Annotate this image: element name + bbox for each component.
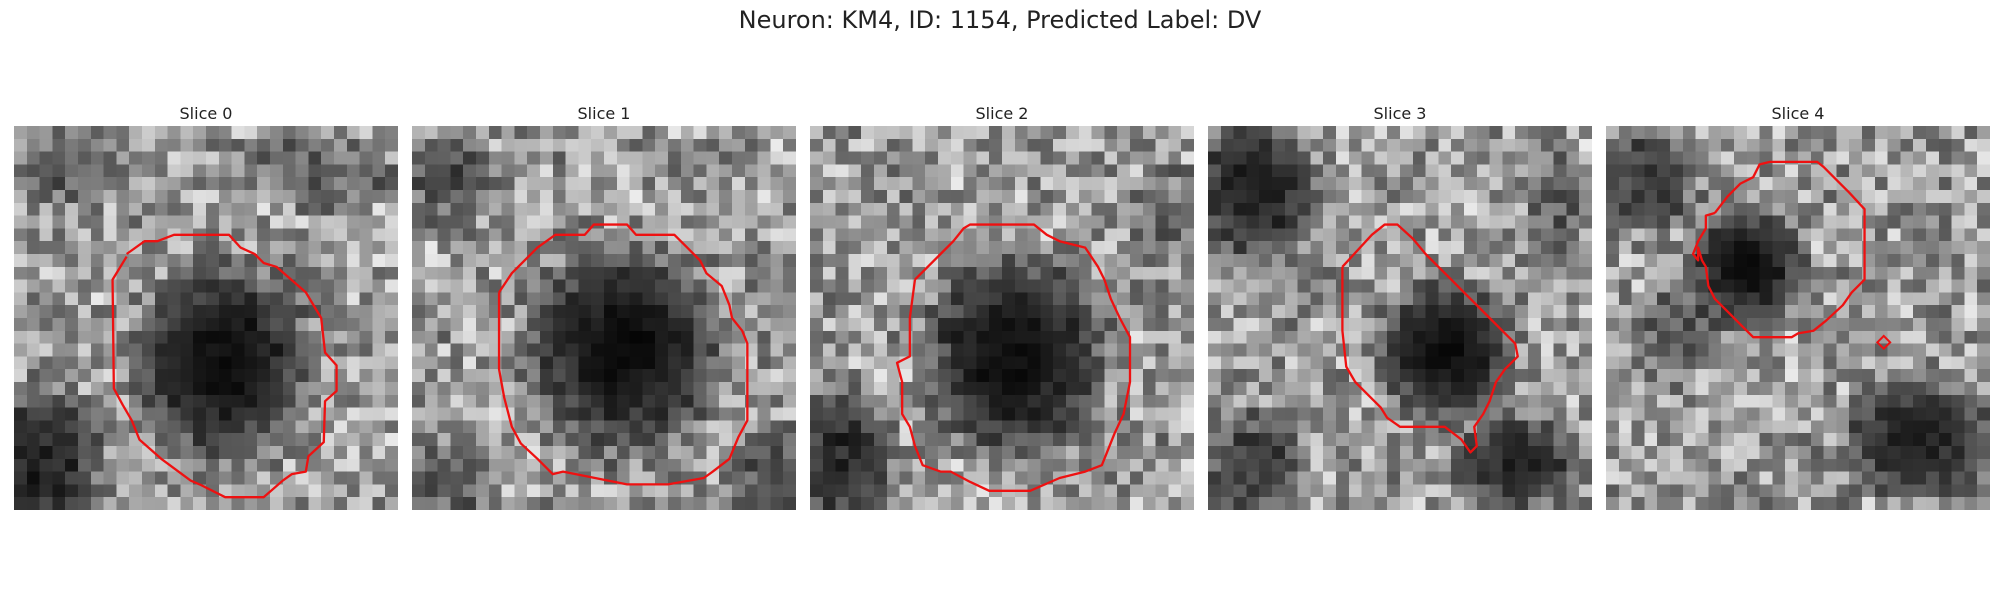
pixel-grid (1208, 126, 1592, 510)
pixel-grid (810, 126, 1194, 510)
figure-title: Neuron: KM4, ID: 1154, Predicted Label: … (738, 6, 1262, 34)
microscopy-slice-image (810, 126, 1194, 510)
slice-panel-4: Slice 4 (1606, 104, 1990, 510)
pixel-grid (1606, 126, 1990, 510)
microscopy-slice-image (1208, 126, 1592, 510)
segmentation-contour (111, 233, 338, 499)
microscopy-slice-image (412, 126, 796, 510)
pixel-grid (14, 126, 398, 510)
slice-panel-0: Slice 0 (14, 104, 398, 510)
segmentation-contour (1691, 160, 1866, 339)
segmentation-contour (895, 223, 1132, 492)
pixel-grid (412, 126, 796, 510)
slice-panel-3: Slice 3 (1208, 104, 1592, 510)
segmentation-marker (1875, 334, 1892, 351)
microscopy-slice-image (1606, 126, 1990, 510)
slice-title: Slice 2 (975, 104, 1029, 123)
slice-title: Slice 4 (1771, 104, 1825, 123)
segmentation-contour (1341, 223, 1519, 454)
segmentation-contour (497, 223, 749, 486)
microscopy-slice-image (14, 126, 398, 510)
slice-title: Slice 0 (179, 104, 233, 123)
slice-panel-2: Slice 2 (810, 104, 1194, 510)
slice-panel-1: Slice 1 (412, 104, 796, 510)
slice-title: Slice 1 (577, 104, 631, 123)
slice-title: Slice 3 (1373, 104, 1427, 123)
